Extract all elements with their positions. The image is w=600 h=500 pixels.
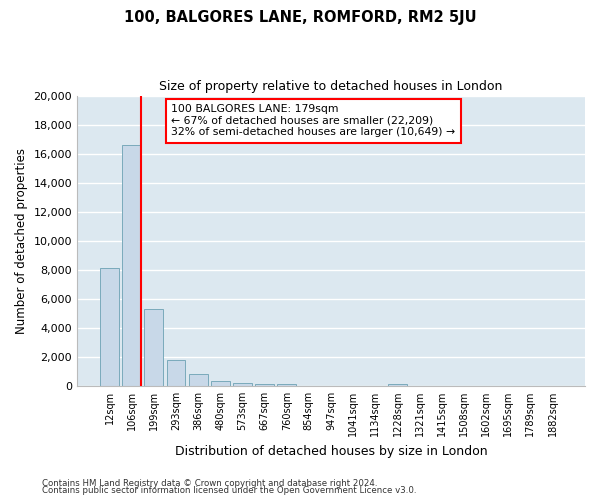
X-axis label: Distribution of detached houses by size in London: Distribution of detached houses by size … <box>175 444 487 458</box>
Bar <box>388 384 407 386</box>
Bar <box>233 383 252 386</box>
Text: Contains HM Land Registry data © Crown copyright and database right 2024.: Contains HM Land Registry data © Crown c… <box>42 478 377 488</box>
Text: 100 BALGORES LANE: 179sqm
← 67% of detached houses are smaller (22,209)
32% of s: 100 BALGORES LANE: 179sqm ← 67% of detac… <box>171 104 455 138</box>
Bar <box>145 309 163 386</box>
Bar <box>122 145 141 386</box>
Text: Contains public sector information licensed under the Open Government Licence v3: Contains public sector information licen… <box>42 486 416 495</box>
Title: Size of property relative to detached houses in London: Size of property relative to detached ho… <box>160 80 503 93</box>
Text: 100, BALGORES LANE, ROMFORD, RM2 5JU: 100, BALGORES LANE, ROMFORD, RM2 5JU <box>124 10 476 25</box>
Bar <box>211 382 230 386</box>
Bar <box>255 384 274 386</box>
Bar <box>277 384 296 386</box>
Bar <box>189 374 208 386</box>
Bar <box>100 268 119 386</box>
Bar <box>167 360 185 386</box>
Y-axis label: Number of detached properties: Number of detached properties <box>15 148 28 334</box>
